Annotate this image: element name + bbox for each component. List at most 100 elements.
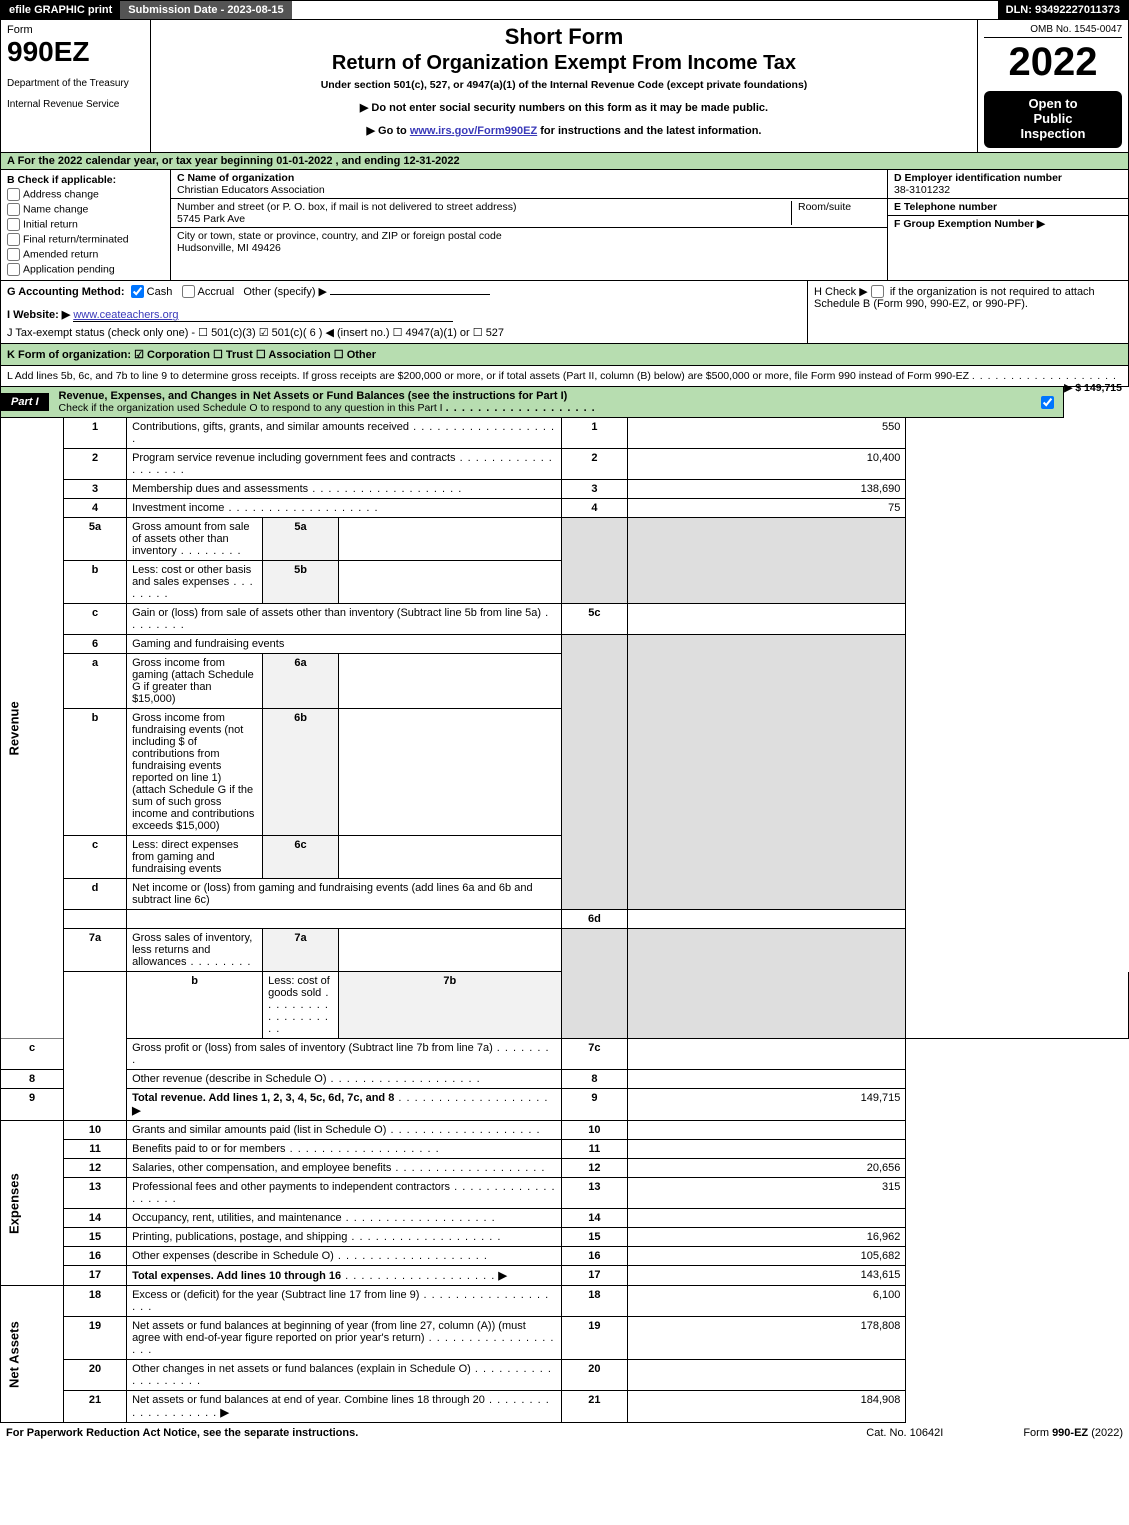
form-label: Form [7, 24, 144, 36]
part1-title: Revenue, Expenses, and Changes in Net As… [59, 387, 1036, 417]
footer-cat: Cat. No. 10642I [866, 1427, 943, 1439]
chk-h[interactable] [871, 285, 884, 298]
notice-goto: ▶ Go to www.irs.gov/Form990EZ for instru… [157, 124, 971, 137]
d-label: D Employer identification number [894, 172, 1062, 184]
org-name: Christian Educators Association [177, 184, 325, 196]
line-11: 11 Benefits paid to or for members 11 [1, 1140, 1129, 1159]
line-16: 16 Other expenses (describe in Schedule … [1, 1247, 1129, 1266]
submission-date: Submission Date - 2023-08-15 [120, 1, 291, 19]
footer-left: For Paperwork Reduction Act Notice, see … [6, 1427, 358, 1439]
c-label: C Name of organization [177, 172, 294, 184]
i-label: I Website: ▶ [7, 309, 70, 321]
line-6d-val: 6d [1, 910, 1129, 929]
chk-accrual[interactable] [182, 285, 195, 298]
chk-cash[interactable] [131, 285, 144, 298]
dln: DLN: 93492227011373 [998, 1, 1128, 19]
org-addr-block: Number and street (or P. O. box, if mail… [171, 199, 887, 228]
irs-link[interactable]: www.irs.gov/Form990EZ [410, 125, 537, 137]
chk-amended-return[interactable]: Amended return [7, 248, 164, 261]
b-header: B Check if applicable: [7, 174, 164, 186]
line-15: 15 Printing, publications, postage, and … [1, 1228, 1129, 1247]
short-form-title: Short Form [157, 24, 971, 50]
room-suite: Room/suite [791, 201, 881, 225]
org-city: Hudsonville, MI 49426 [177, 242, 281, 254]
part1-checkbox[interactable] [1035, 393, 1063, 412]
col-b-checks: B Check if applicable: Address change Na… [1, 170, 171, 280]
i-website-row: I Website: ▶ www.ceateachers.org [7, 308, 801, 322]
dept-irs: Internal Revenue Service [7, 99, 144, 110]
chk-address-change[interactable]: Address change [7, 188, 164, 201]
notice-ssn: ▶ Do not enter social security numbers o… [157, 101, 971, 114]
chk-application-pending[interactable]: Application pending [7, 263, 164, 276]
header-mid: Short Form Return of Organization Exempt… [151, 20, 978, 152]
line-5a: 5a Gross amount from sale of assets othe… [1, 518, 1129, 561]
header-right: OMB No. 1545-0047 2022 Open to Public In… [978, 20, 1128, 152]
line-17: 17 Total expenses. Add lines 10 through … [1, 1266, 1129, 1286]
line-12: 12 Salaries, other compensation, and emp… [1, 1159, 1129, 1178]
part1-tag: Part I [1, 393, 49, 411]
line-7a: 7a Gross sales of inventory, less return… [1, 929, 1129, 972]
dept-treasury: Department of the Treasury [7, 78, 144, 89]
form-header: Form 990EZ Department of the Treasury In… [0, 20, 1129, 153]
chk-final-return[interactable]: Final return/terminated [7, 233, 164, 246]
col-d-ein: D Employer identification number 38-3101… [888, 170, 1128, 280]
website-link[interactable]: www.ceateachers.org [73, 309, 453, 322]
line-3: 3 Membership dues and assessments 3 138,… [1, 480, 1129, 499]
line-6: 6 Gaming and fundraising events [1, 635, 1129, 654]
efile-print[interactable]: efile GRAPHIC print [1, 1, 120, 19]
line-4: 4 Investment income 4 75 [1, 499, 1129, 518]
line-2: 2 Program service revenue including gove… [1, 449, 1129, 480]
side-revenue: Revenue [1, 418, 64, 1039]
city-label: City or town, state or province, country… [177, 230, 502, 242]
under-section: Under section 501(c), 527, or 4947(a)(1)… [157, 79, 971, 91]
top-bar: efile GRAPHIC print Submission Date - 20… [0, 0, 1129, 20]
h-check: H Check ▶ if the organization is not req… [808, 281, 1128, 344]
line-1: Revenue 1 Contributions, gifts, grants, … [1, 418, 1129, 449]
form-number: 990EZ [7, 36, 144, 68]
omb-number: OMB No. 1545-0047 [984, 24, 1122, 38]
line-13: 13 Professional fees and other payments … [1, 1178, 1129, 1209]
line-9: 9 Total revenue. Add lines 1, 2, 3, 4, 5… [1, 1089, 1129, 1121]
line-14: 14 Occupancy, rent, utilities, and maint… [1, 1209, 1129, 1228]
row-gh: G Accounting Method: Cash Accrual Other … [0, 281, 1129, 345]
row-bcd: B Check if applicable: Address change Na… [0, 170, 1129, 281]
footer-form: Form 990-EZ (2022) [1023, 1427, 1123, 1439]
f-group-exemption: F Group Exemption Number ▶ [888, 216, 1128, 232]
org-city-block: City or town, state or province, country… [171, 228, 887, 256]
side-net: Net Assets [1, 1286, 64, 1423]
goto-post: for instructions and the latest informat… [537, 125, 761, 137]
addr-label: Number and street (or P. O. box, if mail… [177, 201, 516, 213]
e-telephone: E Telephone number [888, 199, 1128, 216]
form-title: Return of Organization Exempt From Incom… [157, 52, 971, 75]
goto-pre: ▶ Go to [367, 125, 410, 137]
line-20: 20 Other changes in net assets or fund b… [1, 1360, 1129, 1391]
ein-block: D Employer identification number 38-3101… [888, 170, 1128, 199]
g-label: G Accounting Method: [7, 286, 125, 298]
part1-table: Revenue 1 Contributions, gifts, grants, … [0, 418, 1129, 1423]
row-k-org-form: K Form of organization: ☑ Corporation ☐ … [0, 344, 1129, 366]
line-5c: c Gain or (loss) from sale of assets oth… [1, 604, 1129, 635]
g-accounting: G Accounting Method: Cash Accrual Other … [1, 281, 808, 344]
j-tax-exempt: J Tax-exempt status (check only one) - ☐… [7, 326, 801, 339]
line-21: 21 Net assets or fund balances at end of… [1, 1391, 1129, 1423]
part1-header: Part I Revenue, Expenses, and Changes in… [0, 387, 1064, 418]
line-19: 19 Net assets or fund balances at beginn… [1, 1317, 1129, 1360]
ein-value: 38-3101232 [894, 184, 950, 196]
org-name-block: C Name of organization Christian Educato… [171, 170, 887, 199]
line-10: Expenses 10 Grants and similar amounts p… [1, 1121, 1129, 1140]
chk-name-change[interactable]: Name change [7, 203, 164, 216]
col-c-org: C Name of organization Christian Educato… [171, 170, 888, 280]
side-expenses: Expenses [1, 1121, 64, 1286]
open-to-public: Open to Public Inspection [984, 91, 1122, 148]
line-8: 8 Other revenue (describe in Schedule O)… [1, 1070, 1129, 1089]
l-text: L Add lines 5b, 6c, and 7b to line 9 to … [7, 370, 969, 382]
line-18: Net Assets 18 Excess or (deficit) for th… [1, 1286, 1129, 1317]
row-a-period: A For the 2022 calendar year, or tax yea… [0, 153, 1129, 170]
header-left: Form 990EZ Department of the Treasury In… [1, 20, 151, 152]
tax-year: 2022 [984, 40, 1122, 85]
org-addr: 5745 Park Ave [177, 213, 245, 225]
row-l-gross: L Add lines 5b, 6c, and 7b to line 9 to … [0, 366, 1129, 387]
page-footer: For Paperwork Reduction Act Notice, see … [0, 1423, 1129, 1443]
line-7c: c Gross profit or (loss) from sales of i… [1, 1039, 1129, 1070]
chk-initial-return[interactable]: Initial return [7, 218, 164, 231]
